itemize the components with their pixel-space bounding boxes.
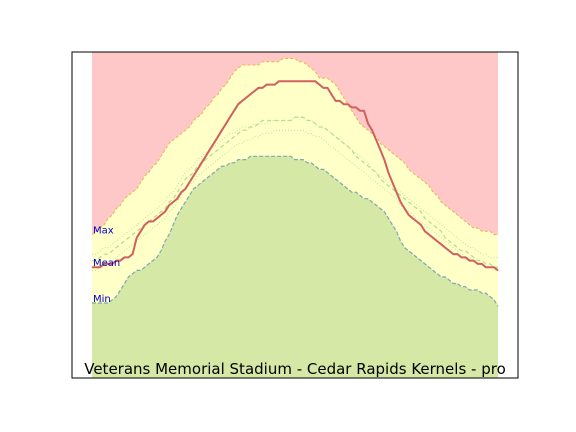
min-edge-line [92,155,499,307]
min-max-band [92,58,498,307]
dotted-line-lower [92,129,498,271]
mean-line [92,80,499,272]
chart-marks [91,52,499,378]
dashed-line [92,116,498,268]
series-label-max: Max [93,226,114,237]
below-min-area [92,156,498,378]
dotted-line-upper [92,116,498,258]
above-max-area [92,52,498,235]
chart-title: Veterans Memorial Stadium - Cedar Rapids… [84,360,506,378]
chart-labels: Max Mean Min [93,226,120,305]
series-label-min: Min [93,294,111,305]
plot-frame [71,51,519,379]
series-label-mean: Mean [93,258,120,269]
